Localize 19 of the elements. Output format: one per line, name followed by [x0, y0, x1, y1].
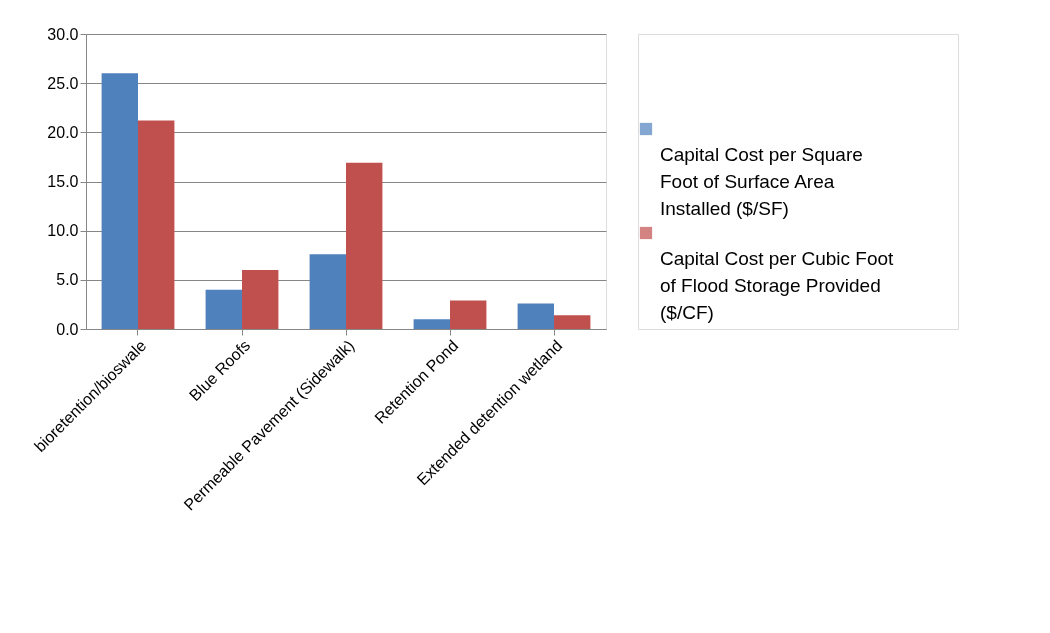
y-tick-label: 25.0 [47, 74, 79, 92]
y-tick-label: 20.0 [47, 123, 79, 141]
y-tick-label: 30.0 [47, 25, 79, 43]
bar [413, 319, 450, 329]
bar [517, 303, 554, 329]
bar [138, 120, 175, 329]
bar [205, 289, 242, 329]
y-tick-label: 5.0 [56, 271, 79, 289]
legend-label: Capital Cost per Square Foot of Surface Area Installed ($/SF) [660, 144, 863, 219]
bar [450, 300, 487, 329]
bar [101, 73, 138, 329]
bar [346, 162, 383, 329]
bar [242, 270, 279, 329]
bar [554, 315, 591, 329]
y-tick-label: 0.0 [56, 320, 79, 338]
legend-label: Capital Cost per Cubic Foot of Flood Storage Provided ($/CF) [660, 248, 895, 323]
y-tick-label: 15.0 [47, 173, 79, 190]
bar [309, 254, 346, 329]
y-tick-label: 10.0 [47, 222, 79, 240]
